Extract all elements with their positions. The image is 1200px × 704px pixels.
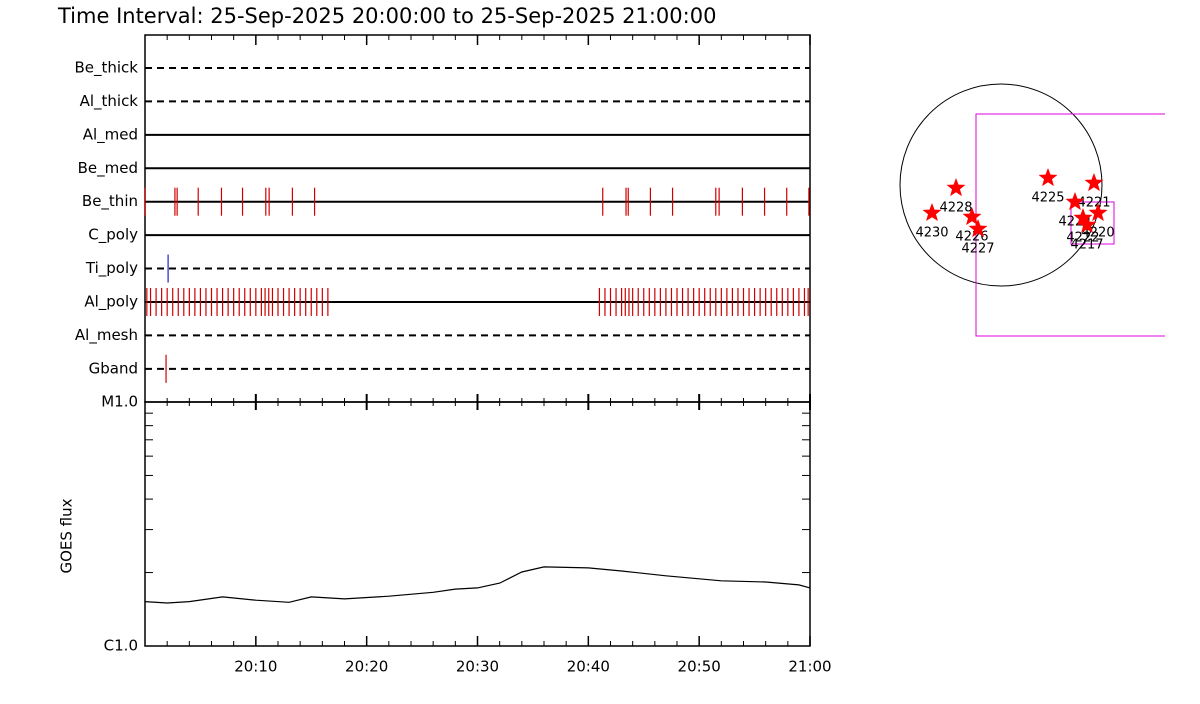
x-tick-label: 20:40 xyxy=(567,658,610,676)
row-label: C_poly xyxy=(88,226,138,245)
row-label: Al_med xyxy=(83,125,138,144)
region-star xyxy=(922,203,942,221)
row-label: Ti_poly xyxy=(85,259,138,278)
row-label: Al_mesh xyxy=(75,326,138,345)
region-star xyxy=(1038,168,1058,187)
region-label: 4221 xyxy=(1077,195,1110,210)
solar-disk xyxy=(899,83,1103,287)
x-tick-label: 20:20 xyxy=(345,658,388,676)
y-axis-label-group: GOES flux xyxy=(58,498,76,573)
x-tick-label: 20:10 xyxy=(234,658,277,676)
region-label: 4228 xyxy=(939,200,972,215)
row-label: Al_poly xyxy=(84,292,138,311)
region-label: 4217 xyxy=(1070,237,1103,252)
region-label: 4227 xyxy=(961,242,994,257)
x-tick-label: 21:00 xyxy=(788,658,831,676)
region-star xyxy=(1088,203,1108,221)
region-star xyxy=(1084,173,1104,192)
region-star xyxy=(1077,215,1097,234)
row-label: Be_med xyxy=(78,159,138,178)
region-label: 4225 xyxy=(1031,190,1064,205)
region-label: 4230 xyxy=(915,225,948,240)
region-star xyxy=(968,219,988,238)
region-star xyxy=(1065,192,1085,211)
region-star xyxy=(946,178,966,197)
region-label: 4222 xyxy=(1066,230,1099,245)
x-tick-label: 20:50 xyxy=(678,658,721,676)
row-label: Be_thick xyxy=(74,59,138,78)
y-tick-label: M1.0 xyxy=(101,393,138,411)
y-tick-label: C1.0 xyxy=(104,637,138,655)
row-label: Be_thin xyxy=(82,192,138,211)
goes-panel-frame xyxy=(144,401,811,647)
row-label: Al_thick xyxy=(80,92,139,111)
chart-title: Time Interval: 25-Sep-2025 20:00:00 to 2… xyxy=(57,4,716,28)
region-star xyxy=(1073,208,1093,226)
region-star xyxy=(962,207,982,226)
y-axis-label: GOES flux xyxy=(58,498,76,573)
filter-panel-frame xyxy=(144,34,811,403)
x-tick-label: 20:30 xyxy=(456,658,499,676)
goes-curve xyxy=(144,566,811,604)
fov-box-small xyxy=(1070,201,1115,245)
row-label: Gband xyxy=(89,359,138,377)
